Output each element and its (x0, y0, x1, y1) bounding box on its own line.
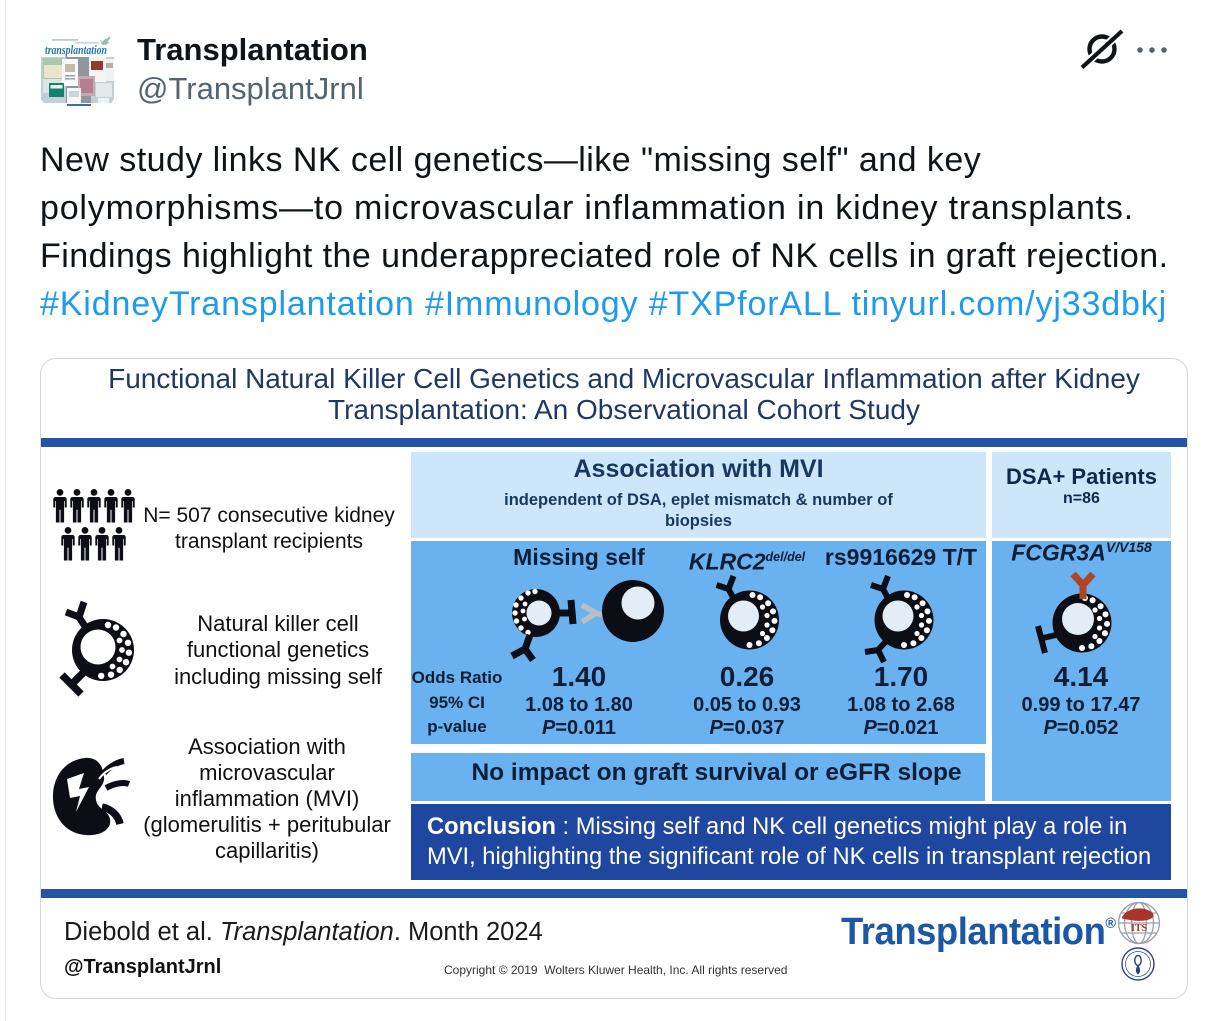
svg-text:ITS: ITS (1131, 923, 1148, 934)
svg-text:transplantation: transplantation (45, 42, 107, 57)
